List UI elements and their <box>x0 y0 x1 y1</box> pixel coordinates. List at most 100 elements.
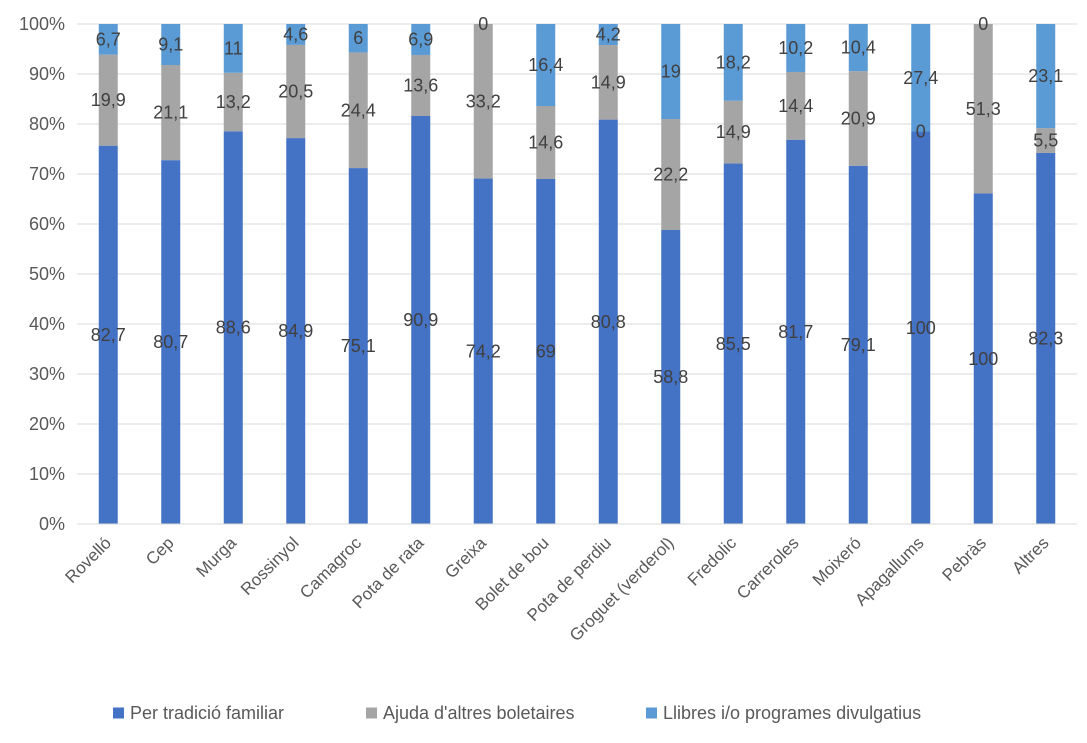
data-label: 0 <box>478 14 488 34</box>
bar-segment <box>98 24 118 55</box>
bar-segment <box>223 72 243 132</box>
data-label: 84,9 <box>278 321 313 341</box>
y-tick-label: 70% <box>29 164 65 184</box>
y-tick-label: 10% <box>29 464 65 484</box>
data-label: 4,6 <box>283 24 308 44</box>
data-label: 69 <box>536 342 556 362</box>
data-label: 0 <box>978 14 988 34</box>
bar-segment <box>161 160 181 525</box>
data-label: 14,6 <box>528 133 563 153</box>
legend-swatch <box>113 707 124 719</box>
bar-segment <box>848 165 868 524</box>
legend-label: Llibres i/o programes divulgatius <box>663 703 921 723</box>
data-label: 58,8 <box>653 367 688 387</box>
bar-segment <box>223 24 243 73</box>
data-labels: 82,7 19,9 6,7 80,7 21,1 9,1 88,6 13,2 11 84,9 20,5… <box>91 14 1064 387</box>
gridlines <box>77 23 1077 475</box>
data-label: 4,2 <box>596 25 621 45</box>
y-tick-label: 50% <box>29 264 65 284</box>
bar-segment <box>1036 128 1056 153</box>
category-label: Carreroles <box>733 533 803 603</box>
legend-swatch <box>646 707 657 719</box>
bar-segment <box>786 71 806 140</box>
y-tick-label: 0% <box>39 514 65 534</box>
category-label: Pebràs <box>939 533 991 585</box>
category-label: Greixa <box>441 533 490 582</box>
bar-segment <box>1036 24 1056 129</box>
category-label: Rovelló <box>62 533 116 587</box>
category-label: Altres <box>1008 533 1052 577</box>
bar-segment <box>723 163 743 525</box>
category-label: Cep <box>142 533 177 568</box>
y-tick-label: 20% <box>29 414 65 434</box>
data-label: 6,7 <box>96 29 121 49</box>
data-label: 14,4 <box>778 96 813 116</box>
bar-segment <box>661 119 681 230</box>
bar-segment <box>723 24 743 101</box>
bar-segment <box>723 100 743 164</box>
data-label: 16,4 <box>528 55 563 75</box>
bar-segment <box>786 24 806 72</box>
category-label: Groguet (verderol) <box>566 533 678 645</box>
category-label: Rossinyol <box>237 533 303 599</box>
category-label: Murga <box>193 533 241 581</box>
data-label: 20,9 <box>841 108 876 128</box>
bar-segment <box>786 139 806 524</box>
category-label: Fredolic <box>684 533 741 590</box>
data-label: 0 <box>916 122 926 142</box>
y-tick-label: 40% <box>29 314 65 334</box>
data-label: 10,2 <box>778 38 813 58</box>
legend: Per tradició familiar Ajuda d'altres bole… <box>113 703 921 723</box>
bar-segment <box>536 106 556 179</box>
data-label: 24,4 <box>341 100 376 120</box>
data-label: 21,1 <box>153 103 188 123</box>
data-label: 90,9 <box>403 310 438 330</box>
bar-segment <box>1036 152 1056 524</box>
bar-segment <box>286 44 306 139</box>
bar-segment <box>348 168 368 524</box>
legend-label: Per tradició familiar <box>130 703 284 723</box>
data-label: 100 <box>968 349 998 369</box>
y-tick-label: 30% <box>29 364 65 384</box>
bar-segment <box>223 131 243 524</box>
data-label: 33,2 <box>466 91 501 111</box>
bar-segment <box>973 24 993 194</box>
data-label: 100 <box>906 318 936 338</box>
bar-segment <box>911 24 931 132</box>
data-label: 11 <box>224 38 243 58</box>
bar-segment <box>598 24 618 46</box>
bar-segment <box>473 178 493 524</box>
data-label: 14,9 <box>716 122 751 142</box>
data-label: 13,6 <box>403 75 438 95</box>
bar-segment <box>161 65 181 161</box>
bar-segment <box>661 230 681 524</box>
data-label: 6 <box>353 28 363 48</box>
bar-segment <box>348 52 368 169</box>
bar-segment <box>848 24 868 72</box>
bar-segment <box>598 45 618 120</box>
data-label: 23,1 <box>1028 66 1063 86</box>
y-tick-label: 100% <box>19 14 65 34</box>
data-label: 10,4 <box>841 38 876 58</box>
data-label: 18,2 <box>716 52 751 72</box>
bar-segment <box>973 193 993 524</box>
data-label: 79,1 <box>841 335 876 355</box>
bars <box>98 24 1056 525</box>
bar-segment <box>598 119 618 525</box>
data-label: 82,3 <box>1028 328 1063 348</box>
data-label: 51,3 <box>966 99 1001 119</box>
data-label: 27,4 <box>903 68 938 88</box>
data-label: 80,7 <box>153 332 188 352</box>
bar-segment <box>98 54 118 146</box>
bar-segment <box>348 24 368 53</box>
data-label: 80,8 <box>591 312 626 332</box>
bar-segment <box>536 179 556 524</box>
data-label: 19 <box>661 62 681 82</box>
data-label: 13,2 <box>216 92 251 112</box>
bar-segment <box>661 24 681 119</box>
y-tick-label: 90% <box>29 64 65 84</box>
bar-segment <box>286 138 306 524</box>
data-label: 6,9 <box>408 29 433 49</box>
